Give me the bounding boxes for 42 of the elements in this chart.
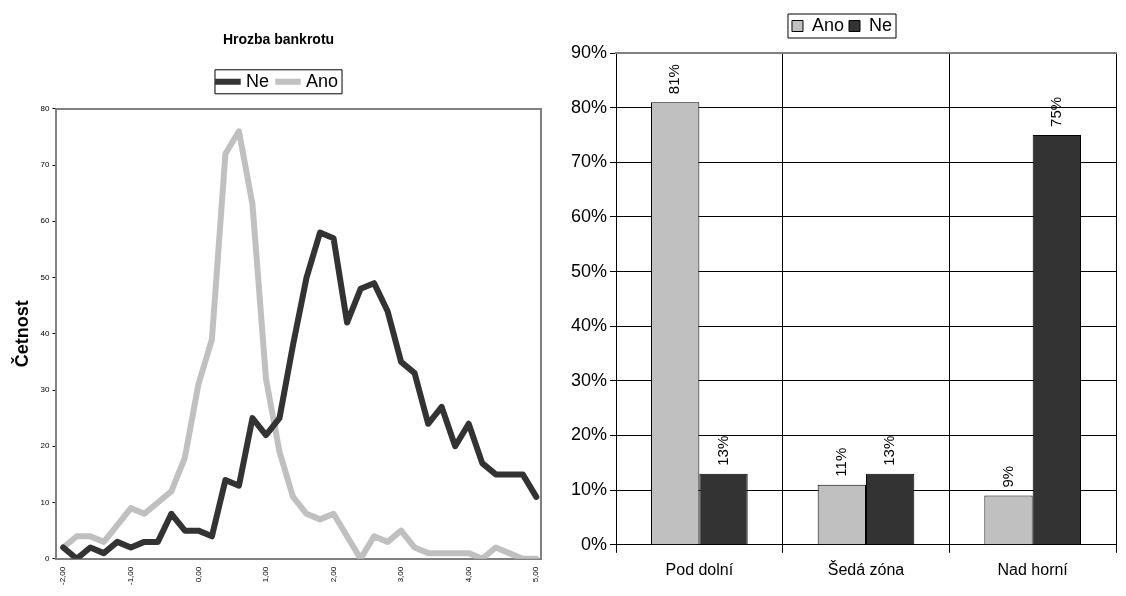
y-tick-label: 60% [571, 205, 608, 226]
y-tick-label: 30 [40, 385, 51, 395]
x-tick-label: Šedá zóna [827, 559, 905, 578]
x-tick-label: 0,00 [193, 566, 203, 583]
x-tick-label: 4,00 [463, 566, 473, 583]
x-tick-label: 2,00 [328, 566, 338, 583]
y-tick-label: 90% [571, 41, 608, 62]
data-label: 13% [880, 435, 898, 466]
y-tick-label: 10% [571, 479, 608, 500]
data-label: 13% [713, 435, 731, 466]
x-tick-label: 3,00 [396, 566, 406, 583]
data-label: 11% [831, 447, 849, 477]
x-tick-label: 5,00 [531, 566, 541, 583]
y-tick-label: 70% [571, 151, 608, 172]
x-tick-label: -2,00 [58, 566, 68, 585]
chart-title: Hrozba bankrotu [222, 31, 335, 48]
y-tick-label: 50 [40, 272, 51, 282]
legend-label: Ne [245, 70, 269, 91]
x-tick-label: Nad horní [997, 560, 1069, 578]
data-label: 81% [665, 64, 683, 95]
y-tick-label: 30% [571, 369, 608, 390]
y-tick-label: 60 [40, 216, 51, 226]
legend-label: Ano [811, 14, 845, 35]
y-tick-label: 50% [571, 260, 608, 281]
y-tick-label: 80% [571, 96, 608, 117]
y-tick-label: 70 [40, 160, 51, 170]
x-tick-label: Pod dolní [665, 560, 734, 578]
y-tick-label: 0 [45, 553, 51, 563]
y-tick-label: 20% [571, 424, 608, 445]
y-tick-label: 40 [40, 328, 51, 338]
legend-label: Ano [305, 70, 339, 91]
legend-label: Ne [869, 14, 893, 35]
y-tick-label: 0% [581, 533, 608, 554]
y-axis-title: Četnost [10, 300, 32, 368]
y-tick-label: 10 [40, 497, 51, 507]
data-label: 75% [1046, 96, 1064, 127]
x-tick-label: 1,00 [261, 566, 271, 583]
y-tick-label: 40% [571, 315, 608, 336]
x-tick-label: -1,00 [126, 566, 136, 585]
y-tick-label: 80 [40, 104, 51, 113]
y-tick-label: 20 [40, 441, 51, 451]
data-label: 9% [998, 465, 1016, 488]
